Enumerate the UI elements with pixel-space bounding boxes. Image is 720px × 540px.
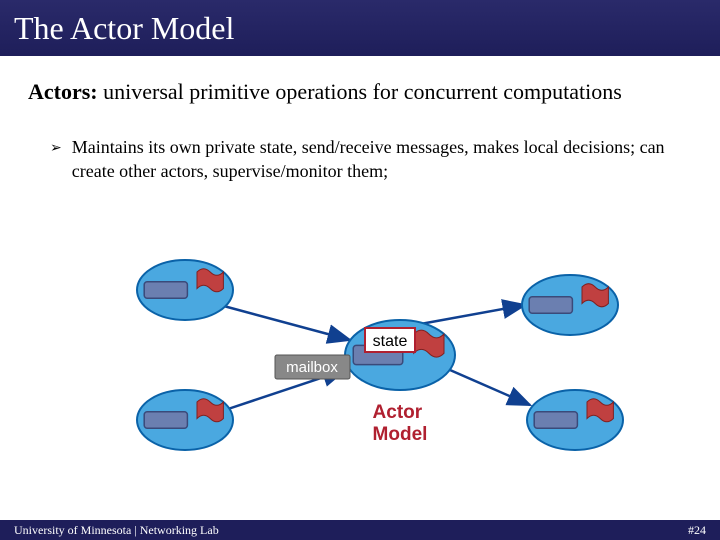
actor-node — [527, 390, 623, 450]
content-area: Actors: universal primitive operations f… — [0, 56, 720, 183]
actor-state-icon — [144, 412, 187, 429]
bullet-marker-icon: ➢ — [50, 139, 62, 156]
footer-bar: University of Minnesota | Networking Lab… — [0, 520, 720, 540]
mailbox-label-box: mailbox — [275, 355, 350, 379]
bullet-row: ➢ Maintains its own private state, send/… — [28, 135, 692, 184]
subtitle: Actors: universal primitive operations f… — [28, 78, 692, 107]
subtitle-rest: universal primitive operations for concu… — [98, 79, 622, 104]
subtitle-strong: Actors: — [28, 79, 98, 104]
actor-state-icon — [529, 297, 572, 314]
state-label-box: state — [365, 328, 415, 352]
actor-state-icon — [144, 282, 187, 299]
page-title: The Actor Model — [14, 10, 234, 47]
actor-node — [137, 390, 233, 450]
state-text: state — [373, 333, 408, 350]
bullet-text: Maintains its own private state, send/re… — [72, 135, 692, 184]
footer-left-text: University of Minnesota | Networking Lab — [14, 523, 219, 538]
mailbox-text: mailbox — [286, 359, 338, 376]
actor-node — [137, 260, 233, 320]
actor-model-label: Actor Model — [373, 402, 428, 445]
actor-model-diagram: mailbox state Actor Model — [0, 250, 720, 480]
actor-state-icon — [534, 412, 577, 429]
message-arrow — [450, 370, 530, 405]
actor-node — [522, 275, 618, 335]
footer-right-text: #24 — [688, 523, 706, 538]
title-bar: The Actor Model — [0, 0, 720, 56]
message-arrow — [220, 305, 350, 340]
